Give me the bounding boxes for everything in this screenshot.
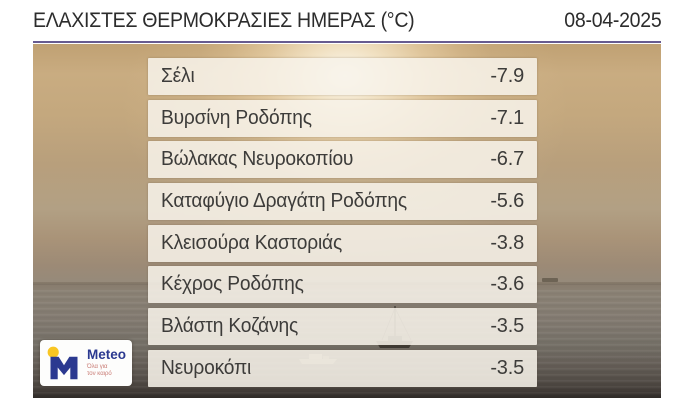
- station-name: Βλάστη Κοζάνης: [161, 315, 299, 338]
- temperature-value: -7.1: [490, 106, 524, 129]
- station-name: Βώλακας Νευροκοπίου: [161, 148, 354, 171]
- station-name: Κέχρος Ροδόπης: [161, 273, 304, 296]
- table-row: Κέχρος Ροδόπης -3.6: [148, 266, 537, 304]
- table-row: Κλεισούρα Καστοριάς -3.8: [148, 224, 537, 262]
- meteo-logo-name: Meteo: [87, 347, 127, 363]
- temperature-value: -3.5: [490, 356, 524, 379]
- station-name: Σέλι: [161, 65, 195, 87]
- sunset-sea-photo: Σέλι -7.9 Βυρσίνη Ροδόπης -7.1 Βώλακας Ν…: [33, 44, 661, 398]
- meteo-m-icon: [47, 346, 78, 380]
- meteo-logo: Meteo Όλα για τον καιρό: [40, 340, 132, 386]
- page-title: ΕΛΑΧΙΣΤΕΣ ΘΕΡΜΟΚΡΑΣΙΕΣ ΗΜΕΡΑΣ (°C): [33, 9, 415, 32]
- station-name: Βυρσίνη Ροδόπης: [161, 106, 312, 129]
- header-divider: [33, 41, 661, 43]
- station-name: Κλεισούρα Καστοριάς: [161, 231, 343, 254]
- station-name: Νευροκόπι: [161, 356, 252, 379]
- meteo-logo-tagline: Όλα για τον καιρό: [87, 363, 112, 377]
- table-row: Καταφύγιο Δραγάτη Ροδόπης -5.6: [148, 183, 537, 221]
- temperature-value: -3.8: [490, 231, 524, 254]
- table-row: Βώλακας Νευροκοπίου -6.7: [148, 141, 537, 179]
- station-name: Καταφύγιο Δραγάτη Ροδόπης: [161, 190, 407, 213]
- temperature-value: -7.9: [490, 65, 524, 87]
- table-row: Σέλι -7.9: [148, 58, 537, 95]
- distant-ship-silhouette: [542, 278, 558, 282]
- temperature-value: -3.6: [490, 273, 524, 296]
- table-row: Βυρσίνη Ροδόπης -7.1: [148, 99, 537, 137]
- temperature-value: -3.5: [490, 315, 524, 338]
- meteo-logo-text: Meteo Όλα για τον καιρό: [87, 348, 126, 378]
- table-row: Νευροκόπι -3.5: [148, 349, 537, 387]
- temperature-value: -5.6: [490, 190, 524, 213]
- date-label: 08-04-2025: [563, 9, 661, 32]
- table-row: Βλάστη Κοζάνης -3.5: [148, 308, 537, 346]
- temperature-table: Σέλι -7.9 Βυρσίνη Ροδόπης -7.1 Βώλακας Ν…: [148, 58, 537, 387]
- temperature-value: -6.7: [490, 148, 524, 171]
